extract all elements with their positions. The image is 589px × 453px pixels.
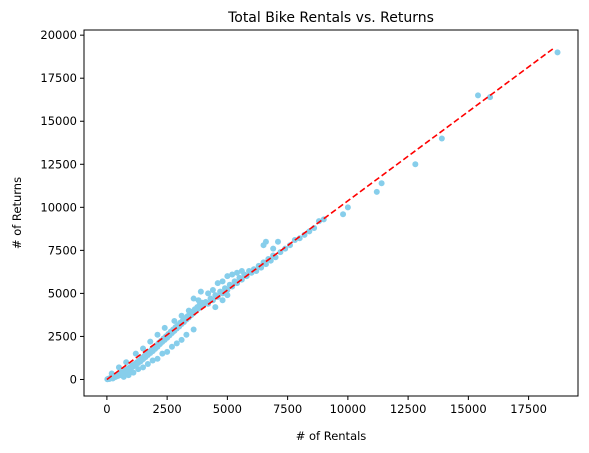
scatter-point (171, 317, 178, 324)
scatter-point (205, 290, 212, 297)
scatter-point (229, 271, 236, 278)
scatter-point (183, 331, 190, 338)
plot-frame (83, 29, 579, 397)
scatter-point (475, 92, 481, 99)
y-tick-label: 5000 (48, 286, 77, 300)
scatter-point (123, 359, 130, 366)
scatter-point (168, 343, 175, 350)
scatter-point (190, 326, 197, 333)
scatter-point (164, 348, 171, 355)
scatter-point (274, 238, 281, 245)
x-tick-label: 12500 (390, 402, 427, 416)
scatter-point (130, 369, 137, 376)
y-tick-label: 10000 (40, 200, 77, 214)
plot-area (104, 46, 561, 383)
scatter-point (224, 273, 231, 280)
scatter-point (262, 261, 269, 268)
reference-line (106, 46, 556, 381)
scatter-point (144, 360, 151, 367)
y-tick-label: 20000 (40, 28, 77, 42)
x-tick-label: 0 (103, 402, 110, 416)
scatter-point (234, 269, 241, 276)
scatter-point (147, 338, 154, 345)
scatter-point (149, 357, 156, 364)
scatter-point (140, 345, 147, 352)
scatter-point (270, 245, 277, 252)
x-tick-label: 5000 (213, 402, 242, 416)
scatter-point (412, 161, 419, 168)
scatter-point (214, 280, 221, 287)
scatter-point (262, 238, 269, 245)
scatter-point (173, 340, 180, 347)
x-tick-label: 15000 (450, 402, 487, 416)
scatter-point (224, 292, 231, 299)
scatter-point (132, 350, 139, 357)
scatter-point (108, 370, 115, 377)
x-axis: 0 2500 5000 7500 10000 12500 15000 17500 (103, 396, 547, 416)
y-tick-label: 2500 (48, 329, 77, 343)
scatter-point (287, 242, 294, 249)
scatter-point (120, 373, 127, 380)
scatter-point (195, 297, 202, 304)
y-tick-label: 17500 (40, 71, 77, 85)
y-axis: 0 2500 5000 7500 10000 12500 15000 17500 20000 (40, 28, 84, 386)
x-axis-label: # of Rentals (296, 429, 367, 443)
scatter-point (135, 366, 142, 373)
x-tick-label: 17500 (510, 402, 547, 416)
scatter-point (373, 188, 380, 195)
scatter-point (161, 324, 168, 331)
scatter-point (159, 350, 166, 357)
scatter-point (340, 211, 347, 218)
scatter-point (178, 336, 185, 343)
scatter-point (282, 245, 289, 252)
scatter-point (238, 268, 245, 275)
scatter-point (487, 94, 494, 101)
y-tick-label: 7500 (48, 243, 77, 257)
y-axis-label: # of Returns (10, 177, 24, 249)
x-tick-label: 7500 (273, 402, 302, 416)
scatter-point (306, 228, 313, 235)
scatter-point (219, 278, 226, 285)
scatter-point (154, 331, 161, 338)
scatter-point (190, 295, 197, 302)
scatter-point (154, 355, 161, 362)
scatter-point (125, 372, 132, 379)
scatter-point (554, 49, 561, 56)
scatter-point (209, 286, 216, 293)
scatter-point (140, 364, 147, 371)
y-tick-label: 15000 (40, 114, 77, 128)
x-tick-label: 10000 (330, 402, 367, 416)
y-tick-label: 12500 (40, 157, 77, 171)
scatter-point (212, 304, 219, 311)
scatter-point (197, 288, 204, 295)
scatter-point (438, 135, 445, 142)
scatter-point (178, 312, 185, 319)
chart-title: Total Bike Rentals vs. Returns (227, 10, 434, 26)
scatter-point (219, 297, 226, 304)
scatter-point (344, 204, 351, 211)
scatter-point (185, 307, 192, 314)
x-tick-label: 2500 (152, 402, 181, 416)
y-tick-label: 0 (70, 372, 77, 386)
scatter-point (115, 364, 122, 371)
scatter-point (378, 180, 385, 187)
